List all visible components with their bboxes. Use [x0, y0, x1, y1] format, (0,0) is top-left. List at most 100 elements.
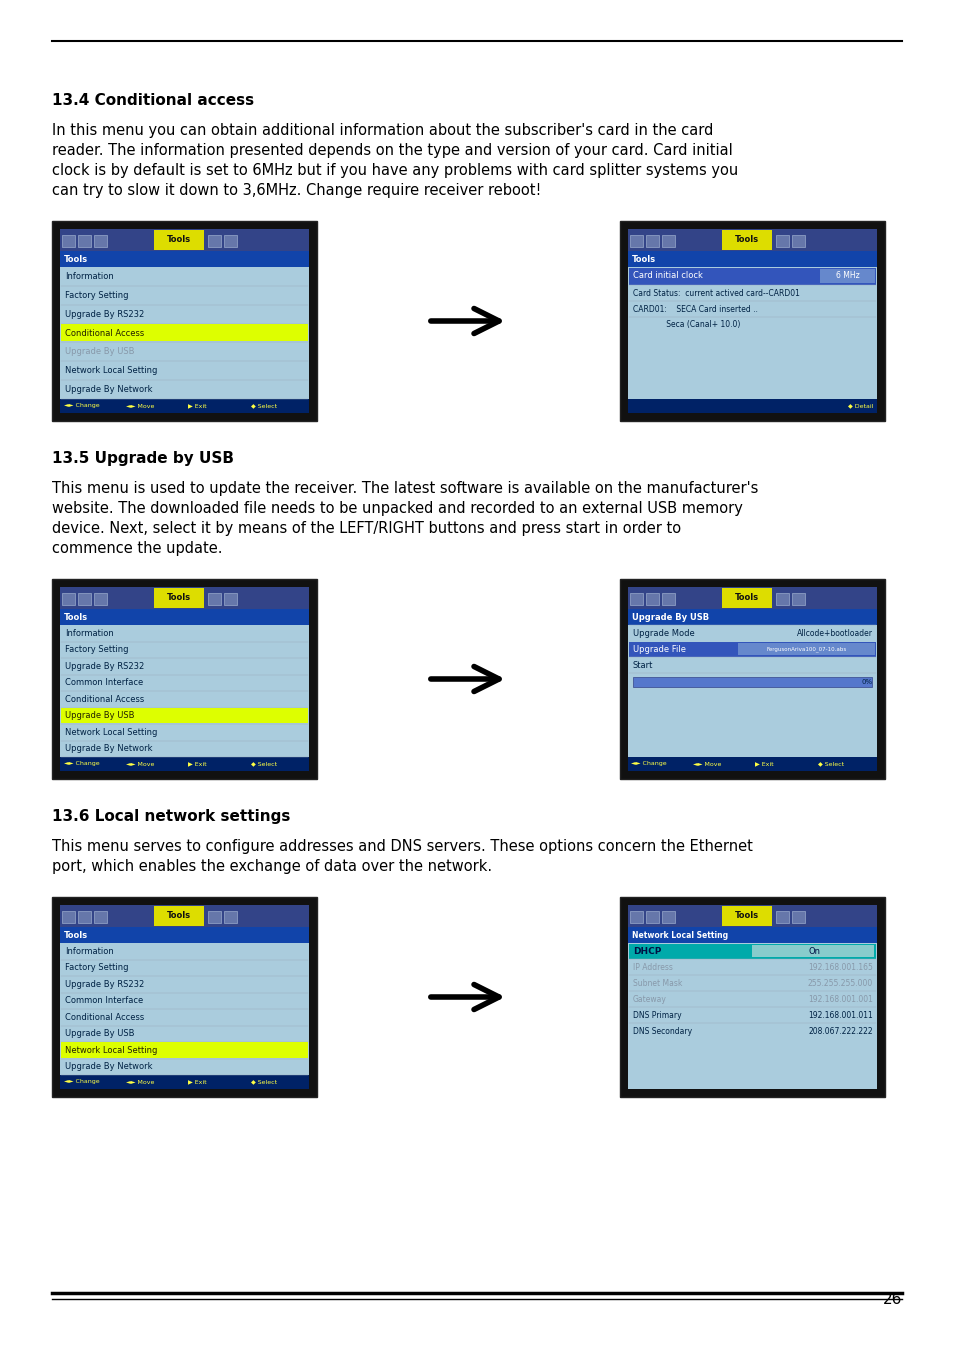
Text: ▶ Exit: ▶ Exit: [755, 762, 773, 766]
Bar: [661, 911, 675, 923]
Text: ◆ Select: ◆ Select: [817, 762, 843, 766]
Bar: [628, 944, 875, 959]
Text: Information: Information: [65, 947, 113, 955]
Text: Conditional Access: Conditional Access: [65, 1013, 144, 1021]
Bar: [721, 588, 771, 608]
Bar: [751, 944, 873, 957]
Bar: [60, 230, 309, 251]
Bar: [628, 267, 875, 285]
Bar: [60, 905, 309, 927]
Text: 192.168.001.165: 192.168.001.165: [807, 962, 872, 971]
Text: Information: Information: [65, 628, 113, 638]
Bar: [60, 626, 309, 771]
Text: Upgrade By RS232: Upgrade By RS232: [65, 662, 144, 670]
Text: Tools: Tools: [734, 235, 759, 245]
Bar: [224, 235, 236, 247]
Text: Tools: Tools: [64, 612, 88, 621]
Text: device. Next, select it by means of the LEFT/RIGHT buttons and press start in or: device. Next, select it by means of the …: [52, 521, 680, 536]
Text: Factory Setting: Factory Setting: [65, 963, 129, 973]
Bar: [62, 235, 75, 247]
Text: port, which enables the exchange of data over the network.: port, which enables the exchange of data…: [52, 859, 492, 874]
Bar: [62, 593, 75, 605]
Bar: [60, 251, 309, 267]
Text: Tools: Tools: [631, 254, 656, 263]
Text: Tools: Tools: [734, 593, 759, 603]
Bar: [791, 911, 804, 923]
Text: website. The downloaded file needs to be unpacked and recorded to an external US: website. The downloaded file needs to be…: [52, 501, 742, 516]
Text: Upgrade By RS232: Upgrade By RS232: [65, 309, 144, 319]
Bar: [775, 593, 788, 605]
Bar: [78, 593, 91, 605]
Text: Gateway: Gateway: [633, 994, 666, 1004]
Text: ▶ Exit: ▶ Exit: [189, 404, 207, 408]
Text: On: On: [808, 947, 820, 955]
Bar: [633, 677, 871, 688]
Text: 6 MHz: 6 MHz: [835, 272, 859, 281]
Bar: [224, 911, 236, 923]
Text: 13.4 Conditional access: 13.4 Conditional access: [52, 93, 253, 108]
Text: Allcode+bootloader: Allcode+bootloader: [796, 628, 872, 638]
Bar: [94, 911, 107, 923]
Text: ◄► Move: ◄► Move: [126, 762, 154, 766]
Text: Card Status:  current actived card--CARD01: Card Status: current actived card--CARD0…: [633, 289, 799, 297]
Bar: [78, 911, 91, 923]
Bar: [721, 907, 771, 925]
Text: This menu serves to configure addresses and DNS servers. These options concern t: This menu serves to configure addresses …: [52, 839, 752, 854]
Bar: [61, 324, 308, 342]
Bar: [61, 708, 308, 723]
Text: Conditional Access: Conditional Access: [65, 328, 144, 338]
Text: ◆ Select: ◆ Select: [251, 404, 276, 408]
Bar: [627, 757, 876, 771]
Bar: [208, 593, 221, 605]
Text: FergusonAriva100_07-10.abs: FergusonAriva100_07-10.abs: [765, 646, 845, 651]
Text: ◄► Move: ◄► Move: [126, 404, 154, 408]
Bar: [208, 911, 221, 923]
Bar: [775, 911, 788, 923]
Text: Tools: Tools: [734, 912, 759, 920]
Text: Network Local Setting: Network Local Setting: [65, 366, 157, 376]
Text: can try to slow it down to 3,6MHz. Change require receiver reboot!: can try to slow it down to 3,6MHz. Chang…: [52, 182, 540, 199]
Text: Upgrade Mode: Upgrade Mode: [633, 628, 694, 638]
Bar: [60, 1075, 309, 1089]
Text: DNS Primary: DNS Primary: [633, 1011, 680, 1020]
Text: Upgrade By USB: Upgrade By USB: [65, 347, 134, 357]
Text: Information: Information: [65, 272, 113, 281]
Bar: [52, 222, 316, 422]
Bar: [820, 269, 874, 282]
Text: ▶ Exit: ▶ Exit: [189, 1079, 207, 1085]
Text: Upgrade By RS232: Upgrade By RS232: [65, 979, 144, 989]
Bar: [628, 642, 875, 657]
Text: Network Local Setting: Network Local Setting: [65, 728, 157, 736]
Text: ◄► Move: ◄► Move: [693, 762, 720, 766]
Bar: [629, 593, 642, 605]
Bar: [627, 927, 876, 943]
Text: ▶ Exit: ▶ Exit: [189, 762, 207, 766]
Text: ◄► Change: ◄► Change: [64, 762, 99, 766]
Text: Network Local Setting: Network Local Setting: [631, 931, 727, 939]
Text: Network Local Setting: Network Local Setting: [65, 1046, 157, 1055]
Text: Tools: Tools: [167, 235, 191, 245]
Bar: [629, 911, 642, 923]
Bar: [721, 230, 771, 250]
Text: Factory Setting: Factory Setting: [65, 290, 129, 300]
Bar: [627, 230, 876, 251]
Bar: [645, 911, 659, 923]
Bar: [60, 267, 309, 413]
Bar: [619, 222, 884, 422]
Text: ◆ Select: ◆ Select: [251, 762, 276, 766]
Bar: [775, 235, 788, 247]
Bar: [627, 586, 876, 609]
Bar: [153, 230, 204, 250]
Bar: [78, 235, 91, 247]
Bar: [645, 235, 659, 247]
Bar: [52, 580, 316, 780]
Text: In this menu you can obtain additional information about the subscriber's card i: In this menu you can obtain additional i…: [52, 123, 713, 138]
Bar: [627, 905, 876, 927]
Text: Tools: Tools: [64, 254, 88, 263]
Bar: [208, 235, 221, 247]
Bar: [60, 943, 309, 1089]
Bar: [627, 609, 876, 626]
Bar: [60, 757, 309, 771]
Bar: [645, 593, 659, 605]
Text: CARD01:    SECA Card inserted ..: CARD01: SECA Card inserted ..: [633, 304, 757, 313]
